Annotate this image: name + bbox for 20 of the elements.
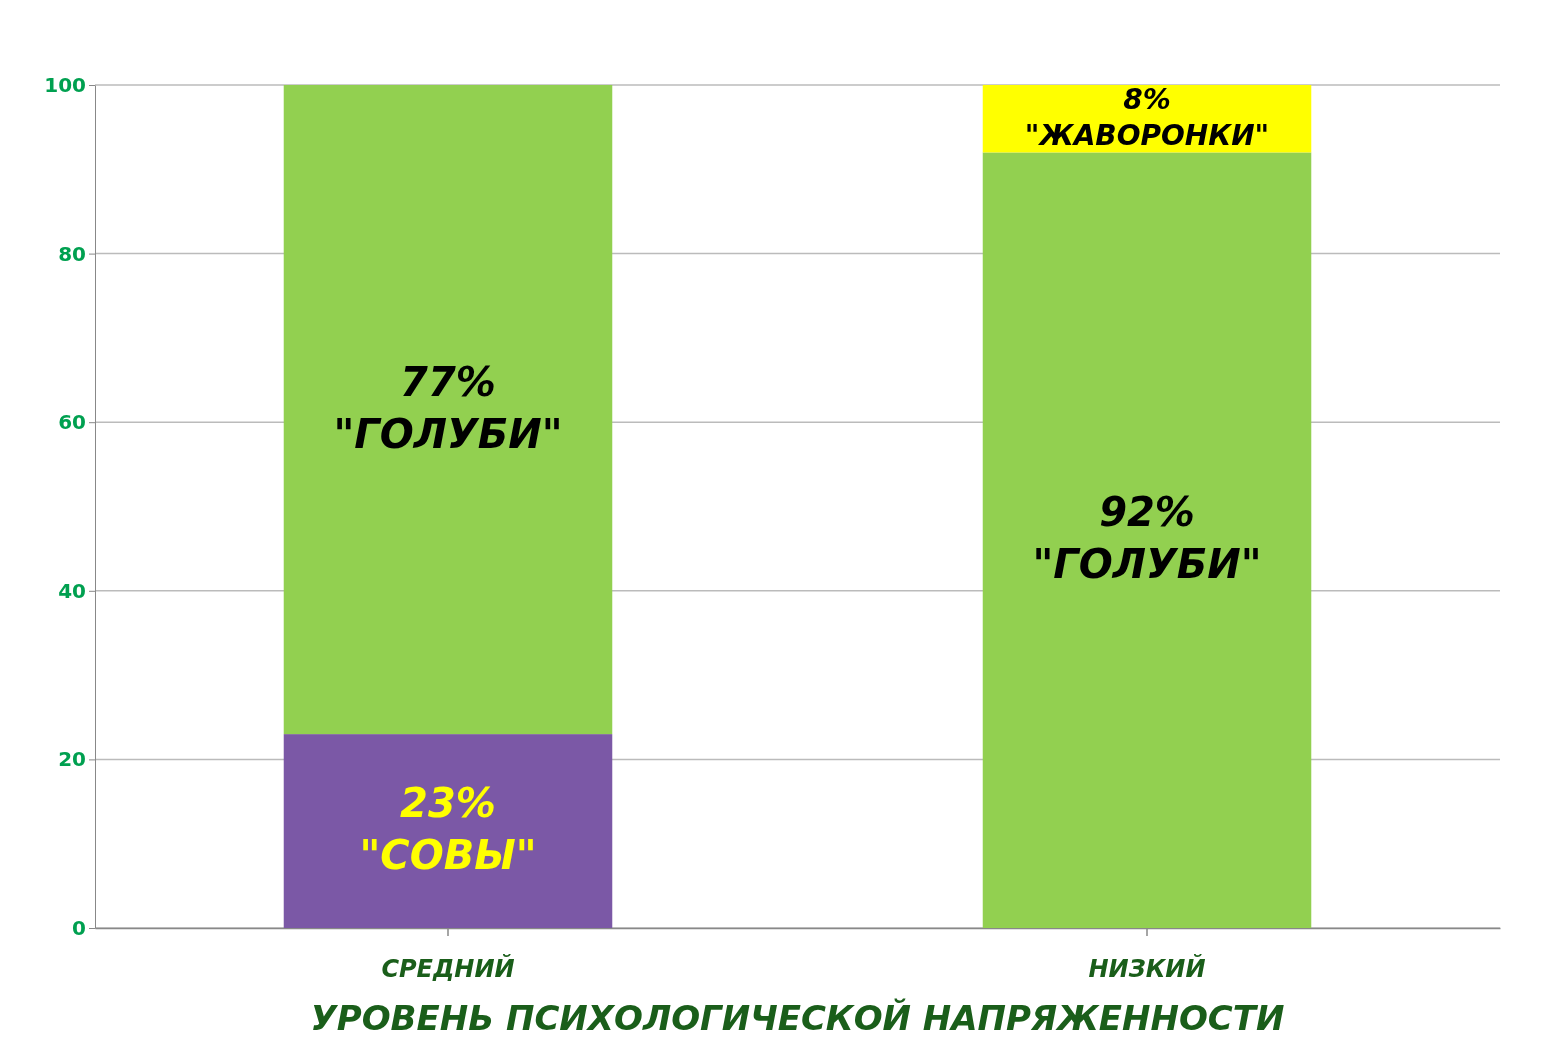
series-label: "СОВЫ" <box>359 832 537 879</box>
y-tick-label: 60 <box>58 410 86 435</box>
bar <box>283 85 613 735</box>
data-label: 77% <box>400 358 496 405</box>
data-label: 8% <box>1123 82 1171 116</box>
text: "ГОЛУБИ" <box>1032 541 1262 588</box>
x-tick-label: НИЗКИЙ <box>1088 954 1206 984</box>
data-label: 23% <box>400 780 496 827</box>
x-tick-label: СРЕДНИЙ <box>381 954 515 984</box>
series-label: "ГОЛУБИ" <box>333 410 563 457</box>
bar <box>982 152 1312 928</box>
series-label: "ЖАВОРОНКИ" <box>1024 119 1270 153</box>
bar <box>283 734 613 928</box>
data-label: 92% <box>1099 489 1195 536</box>
y-tick-label: 100 <box>44 72 86 97</box>
y-tick-label: 0 <box>72 915 86 940</box>
y-tick-label: 80 <box>58 241 86 266</box>
y-tick-label: 20 <box>58 747 86 772</box>
x-axis-title: УРОВЕНЬ ПСИХОЛОГИЧЕСКОЙ НАПРЯЖЕННОСТИ <box>310 998 1285 1037</box>
y-tick-label: 40 <box>58 578 86 603</box>
